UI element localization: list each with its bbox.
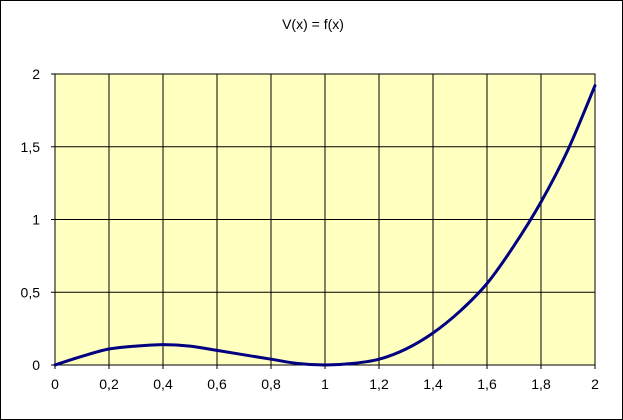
x-tick-label: 0 [51, 376, 59, 392]
series-line [53, 84, 597, 367]
x-tick-label: 1,4 [423, 376, 443, 392]
y-tick-label: 1 [32, 212, 40, 228]
x-tick-label: 1 [321, 376, 329, 392]
y-tick-label: 2 [32, 66, 40, 82]
y-tick-label: 0,5 [21, 284, 41, 300]
x-axis-tick-labels: 0 0,2 0,4 0,6 0,8 1 1,2 1,4 1,6 1,8 2 [51, 376, 599, 392]
y-tick-label: 1,5 [21, 139, 41, 155]
chart-title: V(x) = f(x) [282, 16, 344, 32]
x-tick-label: 1,8 [531, 376, 551, 392]
grid-lines [51, 73, 596, 369]
x-tick-label: 0,4 [153, 376, 173, 392]
x-tick-label: 0,2 [99, 376, 119, 392]
y-tick-label: 0 [32, 357, 40, 373]
y-axis-tick-labels: 0 0,5 1 1,5 2 [21, 66, 41, 373]
x-tick-label: 2 [591, 376, 599, 392]
series-group [53, 84, 597, 367]
x-tick-label: 1,2 [369, 376, 389, 392]
x-tick-label: 0,8 [261, 376, 281, 392]
x-tick-label: 0,6 [207, 376, 227, 392]
x-tick-label: 1,6 [477, 376, 497, 392]
